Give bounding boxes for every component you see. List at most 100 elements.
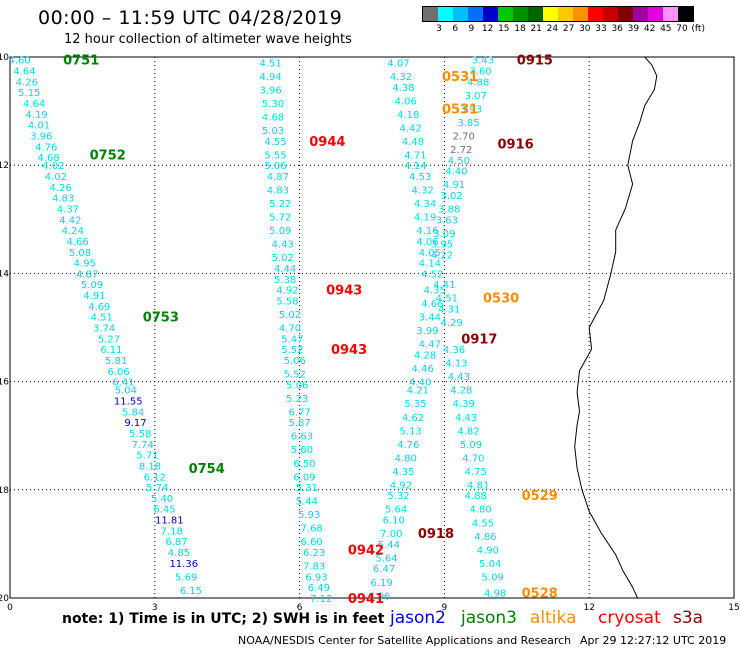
wave-height-value: 4.13 [445, 359, 467, 370]
wave-height-value: 4.64 [13, 67, 35, 78]
wave-height-value: 3.09 [433, 229, 455, 240]
credit-text: NOAA/NESDIS Center for Satellite Applica… [238, 634, 572, 647]
wave-height-value: 5.06 [264, 161, 286, 172]
scale-color-bar [422, 6, 694, 22]
wave-height-value: 5.60 [291, 445, 313, 456]
legend-s3a: s3a [673, 608, 704, 628]
wave-height-value: 4.43 [455, 413, 477, 424]
wave-height-value: 5.08 [69, 248, 91, 259]
wave-height-value: 4.02 [42, 161, 64, 172]
wave-height-value: 4.38 [392, 83, 414, 94]
wave-height-value: 5.23 [286, 394, 308, 405]
pass-time-label: 0528 [522, 587, 558, 602]
footer-note: note: 1) Time is in UTC; 2) SWH is in fe… [62, 611, 385, 627]
wave-height-value: 4.18 [397, 110, 419, 121]
map-frame [9, 56, 735, 599]
wave-height-value: 5.31 [296, 483, 318, 494]
scale-label: 12 [481, 24, 494, 34]
wave-height-value: 4.06 [395, 96, 417, 107]
scale-swatch [663, 7, 678, 21]
wave-height-value: 5.40 [151, 494, 173, 505]
scale-label: 15 [498, 24, 510, 34]
wave-height-value: 4.40 [445, 167, 467, 178]
wave-height-value: 4.48 [402, 137, 424, 148]
scale-label: 30 [579, 24, 591, 34]
wave-height-value: 4.53 [409, 172, 431, 183]
wave-height-value: 2.72 [450, 145, 472, 156]
legend-jason3: jason3 [461, 608, 517, 628]
wave-height-value: 4.81 [467, 480, 489, 491]
wave-height-value: 6.09 [293, 472, 315, 483]
wave-height-value: 6.19 [371, 578, 393, 589]
wave-height-value: 4.55 [264, 137, 286, 148]
legend-altika: altika [530, 608, 577, 628]
wave-height-value: 5.72 [269, 213, 291, 224]
wave-height-value: 4.71 [404, 150, 426, 161]
scale-label: 21 [530, 24, 542, 34]
wave-height-value: 4.66 [421, 299, 443, 310]
wave-height-value: 7.18 [161, 526, 183, 537]
wave-height-value: 5.02 [272, 253, 294, 264]
wave-height-value: 4.55 [472, 518, 494, 529]
x-tick-label: 3 [152, 603, 158, 613]
wave-height-value: 4.22 [431, 250, 453, 261]
wave-height-value: 4.19 [414, 213, 436, 224]
wave-height-value: 5.69 [175, 572, 197, 583]
scale-label: 39 [627, 24, 640, 34]
page-subtitle: 12 hour collection of altimeter wave hei… [64, 32, 352, 47]
wave-height-value: 4.92 [276, 286, 298, 297]
wave-height-value: 5.09 [460, 440, 482, 451]
wave-height-value: 4.34 [414, 199, 436, 210]
wave-height-value: 6.47 [373, 564, 395, 575]
wave-height-value: 6.41 [112, 378, 134, 389]
wave-height-value: 5.58 [129, 429, 151, 440]
x-tick-label: 12 [583, 603, 594, 613]
wave-height-value: 6.93 [305, 572, 327, 583]
wave-height-value: 5.32 [387, 491, 409, 502]
wave-height-value: 5.84 [122, 407, 144, 418]
wave-height-value: 4.02 [45, 172, 67, 183]
wave-height-value: 3.96 [260, 85, 282, 96]
coastline [574, 56, 658, 599]
wave-height-value: 4.88 [465, 491, 487, 502]
wave-height-value: 4.68 [37, 153, 59, 164]
scale-swatch [618, 7, 633, 21]
wave-height-value: 4.42 [399, 123, 421, 134]
scale-swatch [648, 7, 663, 21]
wave-height-value: 7.12 [310, 594, 332, 605]
wave-height-value: 4.86 [474, 532, 496, 543]
pass-time-label: 0531 [442, 102, 478, 117]
wave-height-value: 3.63 [436, 215, 458, 226]
wave-height-value: 4.24 [62, 226, 84, 237]
pass-time-label: 0941 [348, 592, 384, 607]
wave-height-value: 4.64 [23, 99, 45, 110]
wave-height-value: 3.07 [465, 91, 487, 102]
wave-height-value: 5.44 [296, 497, 318, 508]
wave-height-value: 4.91 [443, 180, 465, 191]
wave-height-value: 5.52 [281, 345, 303, 356]
wave-height-value: 4.37 [57, 204, 79, 215]
wave-height-value: 4.05 [419, 248, 441, 259]
wave-height-value: 3.74 [93, 324, 115, 335]
wave-height-value: 4.14 [419, 259, 441, 270]
wave-height-value: 4.29 [441, 318, 463, 329]
scale-swatch [498, 7, 513, 21]
wave-height-value: 5.02 [279, 310, 301, 321]
wave-height-value: 5.13 [399, 426, 421, 437]
pass-time-label: 0943 [326, 284, 362, 299]
wave-height-value: 5.30 [262, 99, 284, 110]
wave-height-value: 4.32 [412, 186, 434, 197]
wave-height-value: 4.76 [35, 142, 57, 153]
wave-height-value: 4.94 [260, 72, 282, 83]
wave-height-value: 4.87 [267, 172, 289, 183]
wave-height-value: 4.60 [9, 56, 31, 67]
legend-jason2: jason2 [390, 608, 446, 628]
pass-time-label: 0918 [418, 527, 454, 542]
x-tick-label: 15 [728, 603, 739, 613]
wave-height-value: 4.51 [91, 313, 113, 324]
wave-height-value: 3.43 [472, 56, 494, 67]
wave-height-value: 5.87 [288, 418, 310, 429]
wave-height-value: 5.06 [284, 356, 306, 367]
wave-height-value: 11.36 [169, 559, 198, 570]
